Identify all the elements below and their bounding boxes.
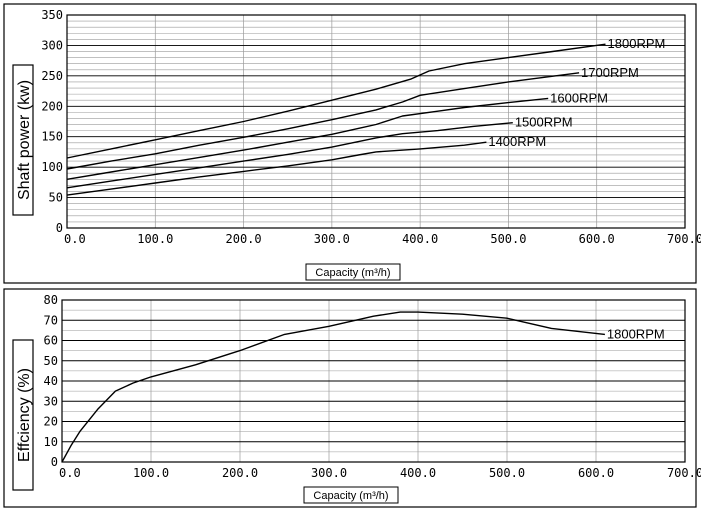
efficiency-x-tick-label: 100.0 (133, 466, 169, 480)
efficiency-y-axis-label: Effciency (%) (16, 368, 33, 462)
power-x-tick-label: 300.0 (314, 232, 350, 246)
power-series-line-1600rpm (66, 97, 549, 180)
efficiency-y-tick-label: 10 (44, 435, 58, 449)
power-series-line-1400rpm (66, 141, 487, 196)
power-x-tick-label: 600.0 (579, 232, 615, 246)
efficiency-series-label: 1800RPM (607, 326, 665, 341)
power-x-tick-label: 500.0 (490, 232, 526, 246)
power-series-label: 1400RPM (488, 134, 546, 149)
power-y-tick-label: 300 (41, 38, 63, 52)
power-x-tick-label: 100.0 (137, 232, 173, 246)
power-series-line-1800rpm (66, 43, 606, 159)
power-y-tick-label: 50 (49, 191, 63, 205)
efficiency-y-tick-label: 30 (44, 394, 58, 408)
power-y-tick-label: 150 (41, 130, 63, 144)
power-x-tick-label: 700.0 (667, 232, 701, 246)
efficiency-y-tick-label: 50 (44, 354, 58, 368)
efficiency-x-axis-label: Capacity (m³/h) (313, 490, 388, 502)
power-y-tick-label: 100 (41, 160, 63, 174)
efficiency-y-tick-label: 0 (51, 455, 58, 469)
power-y-tick-label: 200 (41, 99, 63, 113)
efficiency-y-tick-label: 20 (44, 415, 58, 429)
efficiency-plot-area (61, 299, 686, 463)
power-plot-area (66, 14, 686, 229)
power-y-tick-label: 350 (41, 8, 63, 22)
efficiency-x-tick-label: 500.0 (489, 466, 525, 480)
power-plot: 0 50 100 150 200 250 300 350 0.0 100.0 200.0 300.0 4… (41, 8, 701, 246)
efficiency-x-tick-label: 0.0 (59, 466, 81, 480)
efficiency-y-tick-label: 60 (44, 334, 58, 348)
efficiency-x-tick-label: 600.0 (578, 466, 614, 480)
power-ylabel-box (12, 64, 34, 216)
power-series-label: 1600RPM (550, 90, 608, 105)
efficiency-y-tick-label: 40 (44, 374, 58, 388)
power-series-label: 1700RPM (581, 65, 639, 80)
efficiency-x-tick-label: 400.0 (400, 466, 436, 480)
efficiency-ylabel-box (12, 339, 34, 491)
efficiency-y-tick-label: 70 (44, 313, 58, 327)
power-x-axis-label: Capacity (m³/h) (315, 267, 390, 279)
power-y-axis-label: Shaft power (kw) (16, 80, 33, 200)
power-series-label: 1500RPM (515, 115, 573, 130)
power-series-line-1500rpm (66, 122, 513, 189)
efficiency-plot: 0 10 20 30 40 50 60 70 80 0.0 100.0 200.0 300.0 400.0… (44, 293, 701, 480)
power-x-tick-label: 400.0 (402, 232, 438, 246)
efficiency-y-tick-label: 80 (44, 293, 58, 307)
power-y-tick-label: 0 (56, 221, 63, 235)
efficiency-series-line-1800rpm (61, 311, 605, 463)
top-panel-frame (3, 3, 697, 284)
bottom-panel-frame (3, 288, 697, 508)
power-series-label: 1800RPM (608, 36, 666, 51)
efficiency-x-tick-label: 300.0 (311, 466, 347, 480)
power-series-line-1700rpm (66, 72, 580, 170)
efficiency-xlabel-box (303, 486, 399, 504)
efficiency-x-tick-label: 200.0 (222, 466, 258, 480)
power-x-tick-label: 200.0 (226, 232, 262, 246)
efficiency-x-tick-label: 700.0 (667, 466, 701, 480)
power-y-tick-label: 250 (41, 69, 63, 83)
power-xlabel-box (305, 263, 401, 281)
power-x-tick-label: 0.0 (64, 232, 86, 246)
